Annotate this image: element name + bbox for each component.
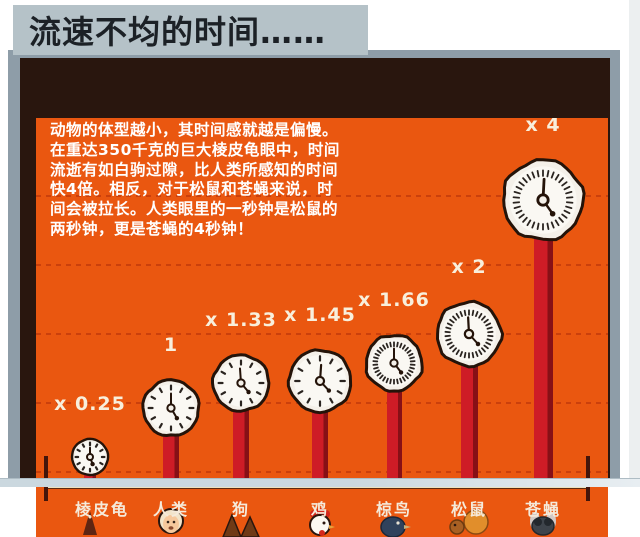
panel-orange-area: 动物的体型越小，其时间感就越是偏慢。在重达350千克的巨大棱皮龟眼中，时间流逝有… <box>36 118 608 537</box>
multiplier-label: x 4 <box>488 118 598 136</box>
clock <box>281 342 359 424</box>
multiplier-label: x 1.66 <box>339 289 449 311</box>
right-edge-strip <box>629 0 640 487</box>
intro-line: 在重达350千克的巨大棱皮龟眼中，时间 <box>50 141 340 161</box>
intro-line: 流逝有如白驹过隙，比人类所感知的时间 <box>50 161 340 181</box>
infographic-panel: 动物的体型越小，其时间感就越是偏慢。在重达350千克的巨大棱皮龟眼中，时间流逝有… <box>8 50 620 487</box>
clock <box>135 372 207 448</box>
intro-line: 两秒钟，更是苍蝇的4秒钟！ <box>50 220 340 240</box>
multiplier-label: x 0.25 <box>36 393 145 415</box>
multiplier-label: x 2 <box>414 256 524 278</box>
intro-line: 间会被拉长。人类眼里的一秒钟是松鼠的 <box>50 200 340 220</box>
clock <box>358 327 430 403</box>
clock <box>495 152 591 252</box>
intro-paragraph: 动物的体型越小，其时间感就越是偏慢。在重达350千克的巨大棱皮龟眼中，时间流逝有… <box>50 121 340 240</box>
bottom-strip <box>0 478 640 487</box>
page: 动物的体型越小，其时间感就越是偏慢。在重达350千克的巨大棱皮龟眼中，时间流逝有… <box>0 0 640 487</box>
clock <box>205 347 277 423</box>
intro-line: 快4倍。相反，对于松鼠和苍蝇来说，时 <box>50 180 340 200</box>
animal-name-label: 苍蝇 <box>488 496 598 520</box>
page-title: 流速不均的时间…… <box>13 7 326 53</box>
intro-line: 动物的体型越小，其时间感就越是偏慢。 <box>50 121 340 141</box>
multiplier-label: 1 <box>116 334 226 356</box>
title-bar: 流速不均的时间…… <box>13 5 368 55</box>
